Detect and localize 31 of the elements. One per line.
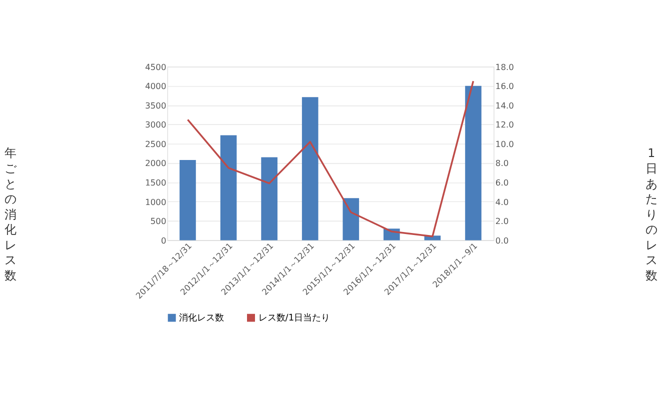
y2-tick-label: 12.0 — [495, 120, 514, 130]
text: 年ごとの消化レス数 — [4, 146, 16, 282]
y-tick-label: 2000 — [145, 158, 166, 168]
y-tick-label: 1500 — [145, 177, 166, 188]
y-tick-label: 4000 — [145, 81, 166, 92]
y2-tick-label: 2.0 — [495, 216, 509, 226]
y2-tick-label: 4.0 — [495, 196, 509, 207]
y-tick-label: 4500 — [145, 62, 166, 72]
y-tick-label: 3500 — [145, 100, 166, 110]
y-tick-label: 500 — [150, 216, 166, 226]
bar — [180, 160, 196, 240]
bar — [261, 157, 278, 240]
y2-tick-label: 0.0 — [495, 235, 509, 246]
y-tick-label: 2500 — [145, 138, 166, 149]
y2-tick-label: 6.0 — [495, 177, 509, 188]
bar — [220, 135, 237, 240]
legend-label: レス数/1日当たり — [258, 312, 330, 324]
y2-tick-label: 10.0 — [495, 138, 514, 149]
y2-tick-label: 16.0 — [495, 81, 514, 92]
bar — [342, 198, 360, 240]
bar — [302, 97, 318, 240]
y-tick-label: 1000 — [145, 196, 166, 207]
text: 1日あたりのレス数 — [645, 146, 658, 282]
y2-tick-label: 18.0 — [495, 62, 514, 72]
bar — [465, 86, 482, 240]
line-series — [186, 80, 474, 238]
y-tick-label: 3000 — [145, 120, 166, 130]
y-tick-label: 0 — [160, 235, 166, 246]
y2-tick-label: 14.0 — [495, 100, 514, 110]
y2-tick-label: 8.0 — [495, 158, 509, 168]
legend-label: 消化レス数 — [179, 312, 224, 324]
